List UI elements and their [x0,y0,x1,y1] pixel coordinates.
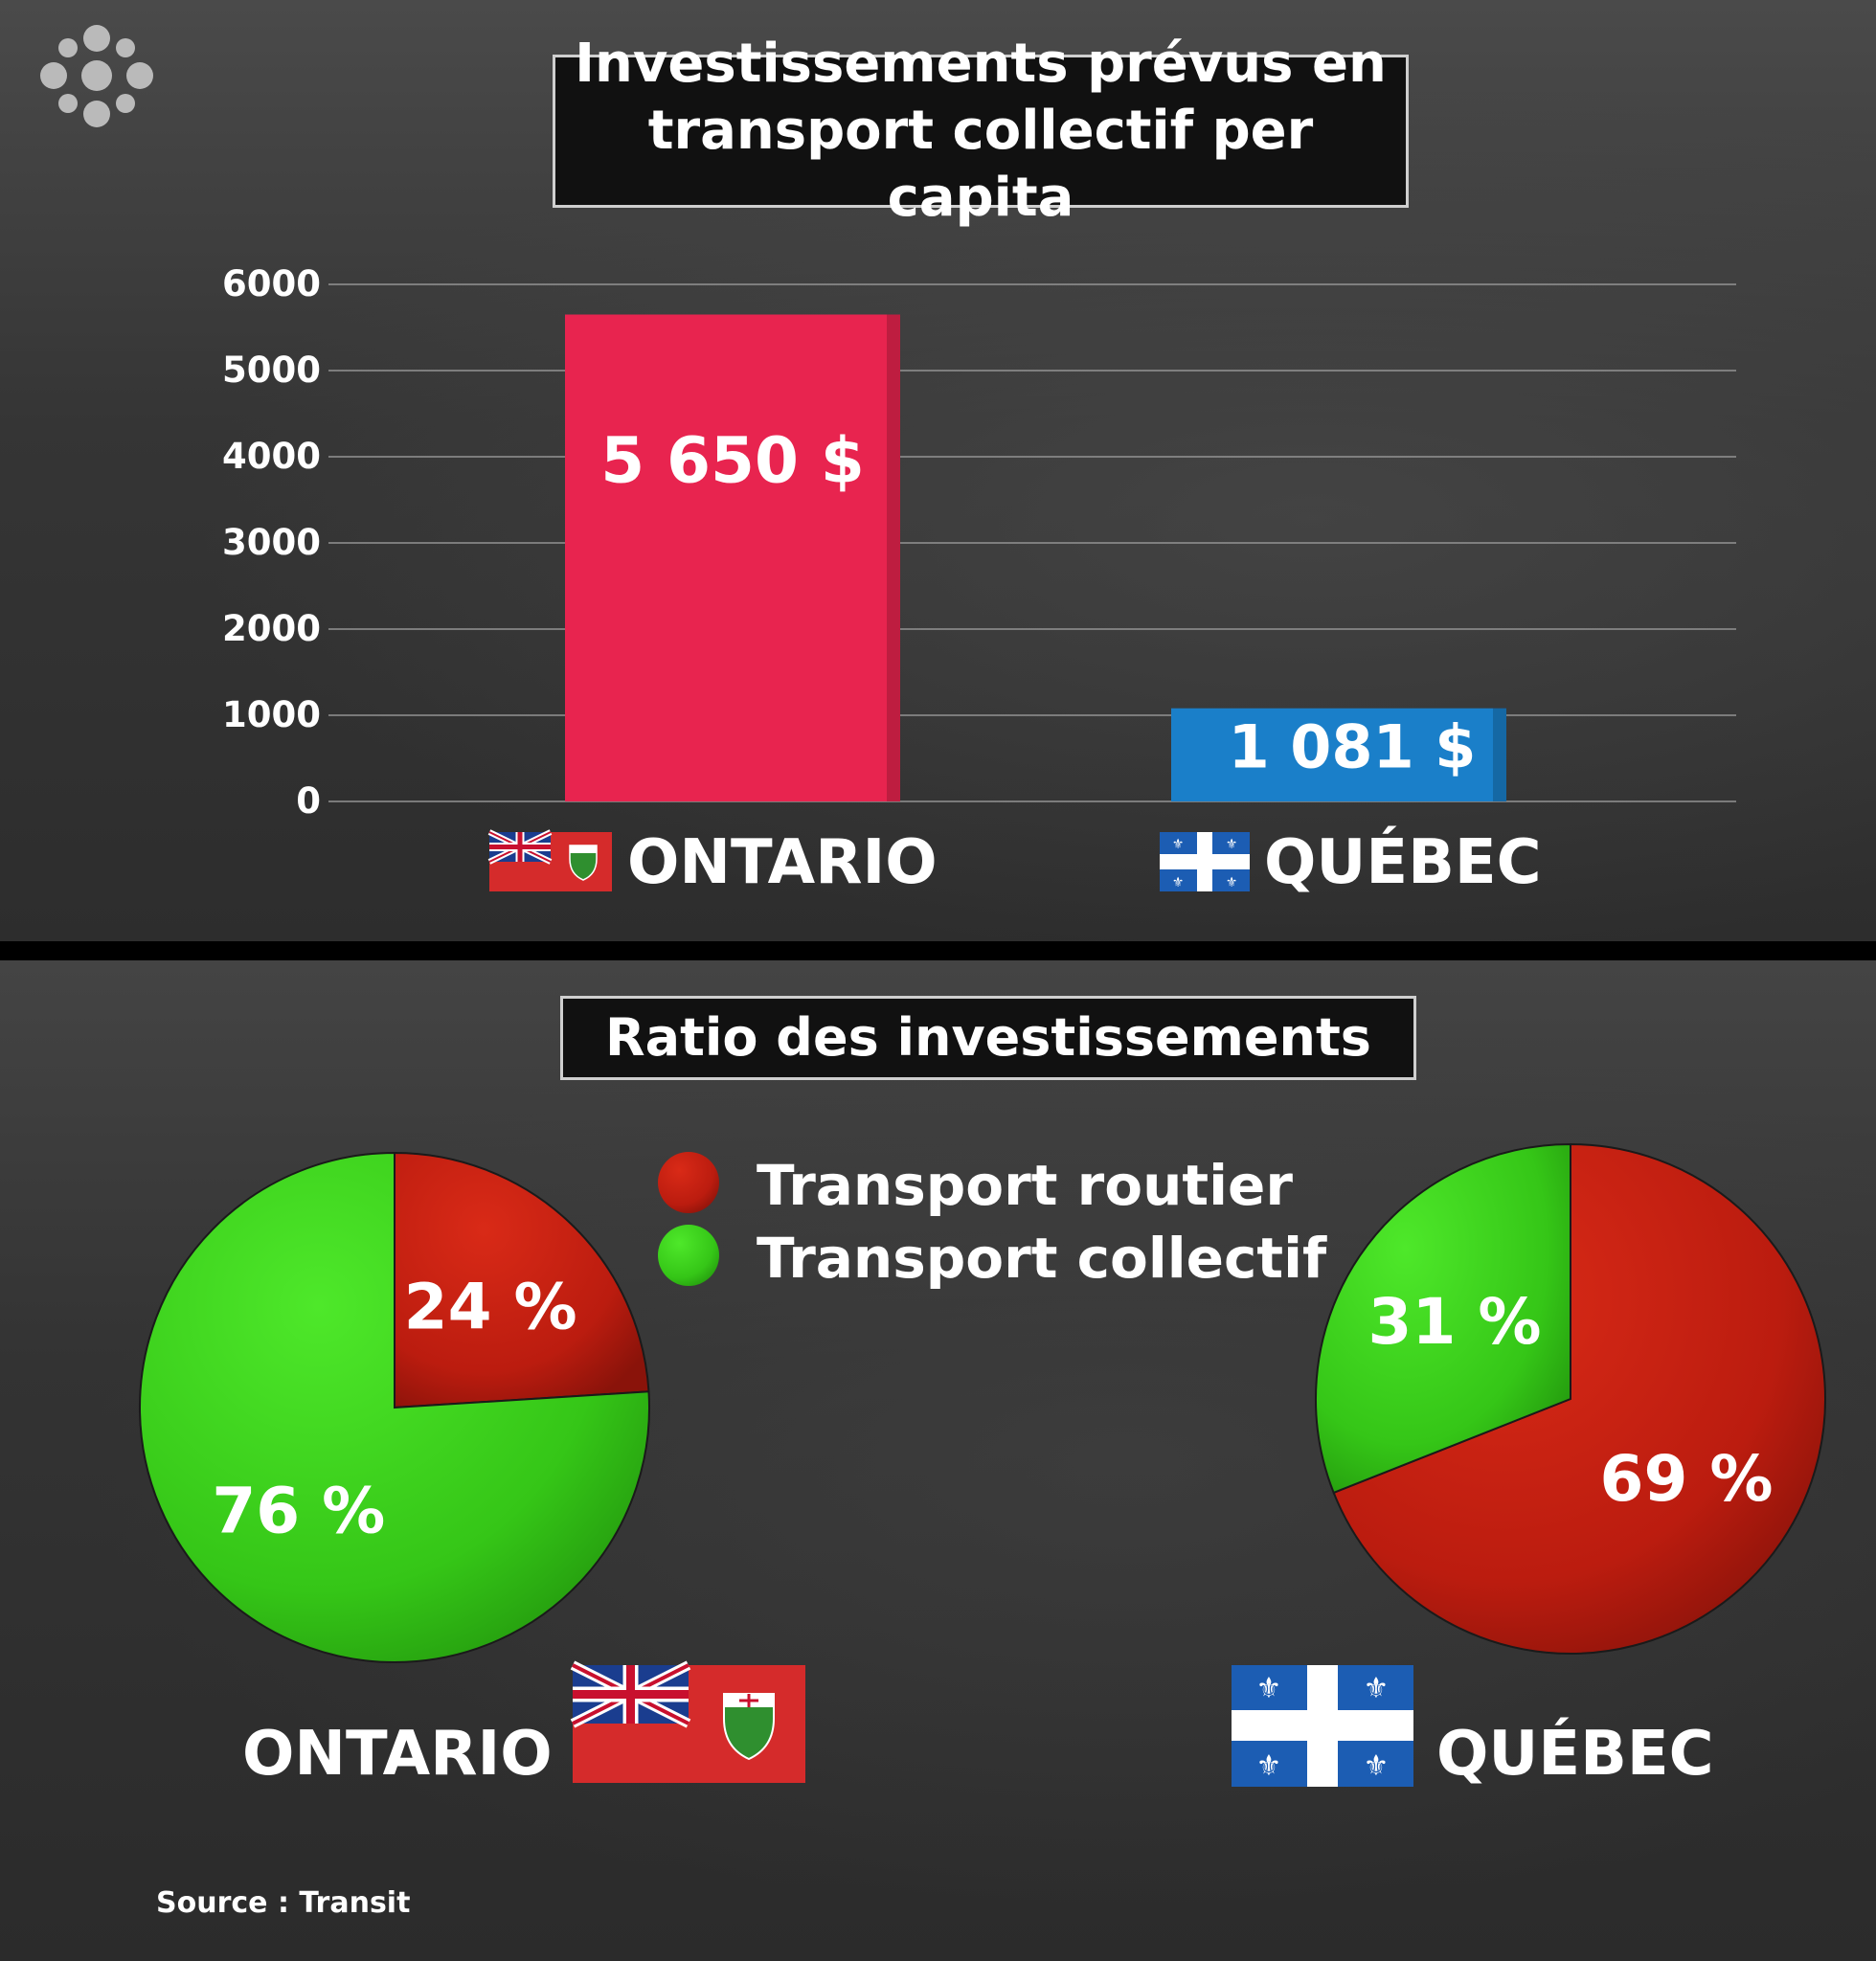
bar-chart-title-line1: Investissements prévus en [575,33,1387,95]
svg-text:⚜: ⚜ [1256,1749,1282,1783]
pie-slice-quebec [1332,1142,1826,1655]
bar-chart-title-box: Investissements prévus en transport coll… [553,33,1409,229]
ontario-pie-label: ONTARIO [242,1719,553,1790]
bar-quebec [1171,708,1506,801]
svg-text:⚜: ⚜ [1256,1672,1282,1705]
ontario-flag-icon [487,829,612,891]
y-tick-label: 1000 [222,694,321,735]
bar-chart-title-line2: transport collectif per capita [647,100,1314,229]
quebec-flag-icon: ⚜ ⚜ ⚜ ⚜ [1160,832,1250,891]
pie-slice-ontario [394,1151,650,1409]
legend-swatch-routier [658,1152,719,1213]
pie-slice-label: 69 % [1600,1442,1774,1516]
pie-chart-title-box: Ratio des investissements [560,996,1416,1080]
y-tick-label: 5000 [222,349,321,391]
y-tick-label: 4000 [222,436,321,477]
pie-chart-panel: Ratio des investissements 24 % 76 % 69 % 31… [0,960,1876,1961]
quebec-flag-large-icon: ⚜ ⚜ ⚜ ⚜ [1232,1665,1413,1787]
svg-text:⚜: ⚜ [1364,1672,1390,1705]
bar-ontario [565,314,900,801]
y-tick-label: 0 [296,780,321,822]
y-tick-label: 6000 [222,263,321,304]
legend-swatch-collectif [658,1225,719,1286]
pie-charts: 24 % 76 % 69 % 31 % Transport routier Trans… [139,1142,1826,1790]
pie-slice-label: 24 % [404,1270,577,1343]
quebec-pie-label: QUÉBEC [1436,1717,1714,1790]
svg-text:⚜: ⚜ [1364,1749,1390,1783]
y-tick-label: 2000 [222,608,321,649]
radio-canada-logo [40,25,153,127]
bar-value-label: 1 081 $ [1229,712,1477,782]
svg-text:⚜: ⚜ [1172,875,1185,890]
panel-divider [0,941,1876,960]
pie-legend: Transport routier Transport collectif [658,1152,1327,1291]
pie-slice-label: 31 % [1368,1285,1542,1359]
bar-shade [1493,708,1506,801]
bar-chart-panel: Investissements prévus en transport coll… [0,0,1876,941]
ontario-flag-large-icon [570,1660,805,1783]
svg-text:⚜: ⚜ [1172,837,1185,852]
legend-label-collectif: Transport collectif [757,1226,1327,1291]
pie-slice-label: 76 % [212,1475,385,1548]
pie-chart-title: Ratio des investissements [605,1007,1371,1069]
bar-chart: 0 1000 2000 3000 4000 5000 6000 5 650 $ ONTARIO… [222,263,1736,898]
y-tick-label: 3000 [222,522,321,563]
pie-slice-ontario [139,1151,650,1663]
bar-shade [887,314,900,801]
source-note: Source : Transit [156,1886,411,1920]
svg-text:⚜: ⚜ [1226,875,1238,890]
legend-label-routier: Transport routier [757,1153,1293,1218]
bar-value-label: 5 650 $ [600,424,865,498]
category-label: ONTARIO [627,827,938,898]
pie-slice-quebec [1315,1142,1571,1495]
svg-text:⚜: ⚜ [1226,837,1238,852]
category-label: QUÉBEC [1264,825,1542,898]
